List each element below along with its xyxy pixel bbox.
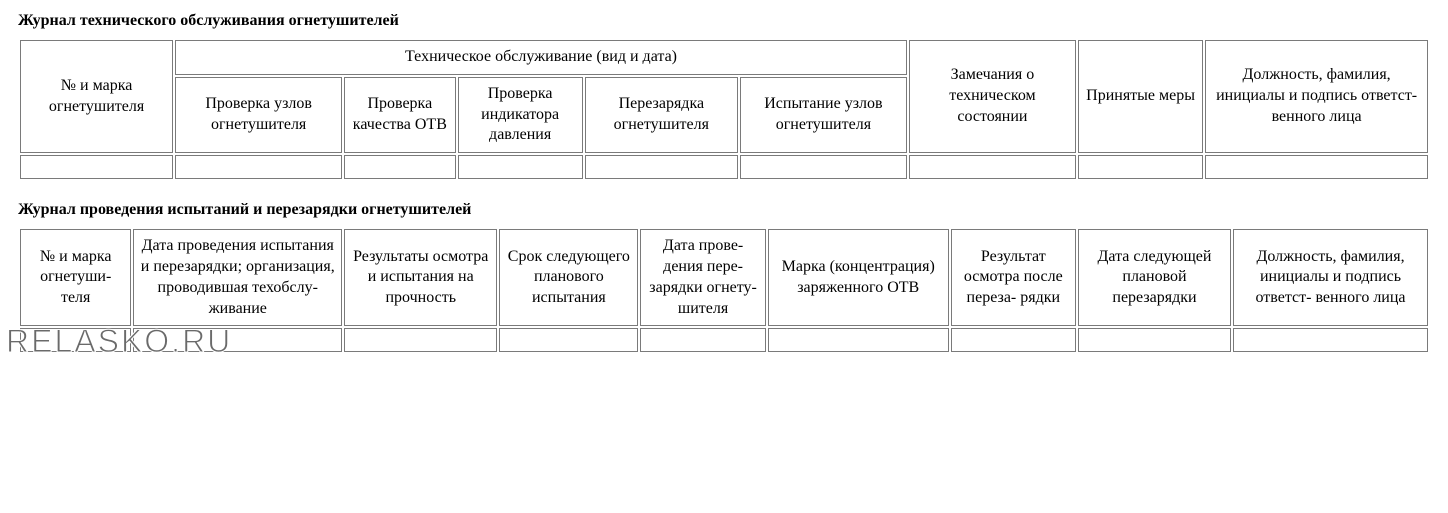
table1-col-remarks: Замечания о техническом состоянии xyxy=(909,40,1076,153)
table1-header-row-1: № и марка огнетушителя Техническое обслу… xyxy=(20,40,1428,75)
table1-col-node-check: Проверка узлов огнетушителя xyxy=(175,77,342,153)
table1-title: Журнал технического обслуживания огнетуш… xyxy=(18,12,1430,30)
table2-col-inspection-results: Результаты осмотра и испытания на прочно… xyxy=(344,229,497,326)
table2-cell xyxy=(499,328,638,352)
table-row xyxy=(20,328,1428,352)
table1-cell xyxy=(1078,155,1203,179)
table1-col-recharge: Перезарядка огнетушителя xyxy=(585,77,738,153)
table1-cell xyxy=(20,155,173,179)
table2-col-recharge-date: Дата прове- дения пере- зарядки огнету- … xyxy=(640,229,765,326)
table2-col-responsible: Должность, фамилия, инициалы и подпись о… xyxy=(1233,229,1428,326)
testing-recharge-journal-table: № и марка огнетуши- теля Дата проведения… xyxy=(18,227,1430,354)
table2-title: Журнал проведения испытаний и перезарядк… xyxy=(18,201,1430,219)
table2-col-otv-brand: Марка (концентрация) заряженного ОТВ xyxy=(768,229,949,326)
table2-cell xyxy=(951,328,1076,352)
table2-col-next-test-date: Срок следующего планового испытания xyxy=(499,229,638,326)
table2-cell xyxy=(20,328,131,352)
table1-cell xyxy=(458,155,583,179)
table1-col-otv-quality: Проверка качества ОТВ xyxy=(344,77,455,153)
table2-col-next-recharge-date: Дата следующей плановой перезарядки xyxy=(1078,229,1231,326)
table1-cell xyxy=(740,155,907,179)
table1-col-number-brand: № и марка огнетушителя xyxy=(20,40,173,153)
table2-cell xyxy=(344,328,497,352)
table2-header-row: № и марка огнетуши- теля Дата проведения… xyxy=(20,229,1428,326)
maintenance-journal-table: № и марка огнетушителя Техническое обслу… xyxy=(18,38,1430,181)
table2-cell xyxy=(1233,328,1428,352)
table1-cell xyxy=(909,155,1076,179)
table2-col-post-recharge-result: Результат осмотра после переза- рядки xyxy=(951,229,1076,326)
table1-cell xyxy=(585,155,738,179)
table1-group-maintenance: Техническое обслуживание (вид и дата) xyxy=(175,40,907,75)
table2-cell xyxy=(640,328,765,352)
table1-cell xyxy=(175,155,342,179)
table1-col-responsible: Должность, фамилия, инициалы и подпись о… xyxy=(1205,40,1428,153)
table1-cell xyxy=(1205,155,1428,179)
table1-col-pressure-indicator: Проверка индикатора давления xyxy=(458,77,583,153)
table-row xyxy=(20,155,1428,179)
table1-col-measures: Принятые меры xyxy=(1078,40,1203,153)
table1-cell xyxy=(344,155,455,179)
table2-cell xyxy=(768,328,949,352)
table2-col-test-date-org: Дата проведения испытания и перезарядки;… xyxy=(133,229,342,326)
table2-cell xyxy=(133,328,342,352)
table2-cell xyxy=(1078,328,1231,352)
table2-col-number-brand: № и марка огнетуши- теля xyxy=(20,229,131,326)
table1-col-node-test: Испытание узлов огнетушителя xyxy=(740,77,907,153)
